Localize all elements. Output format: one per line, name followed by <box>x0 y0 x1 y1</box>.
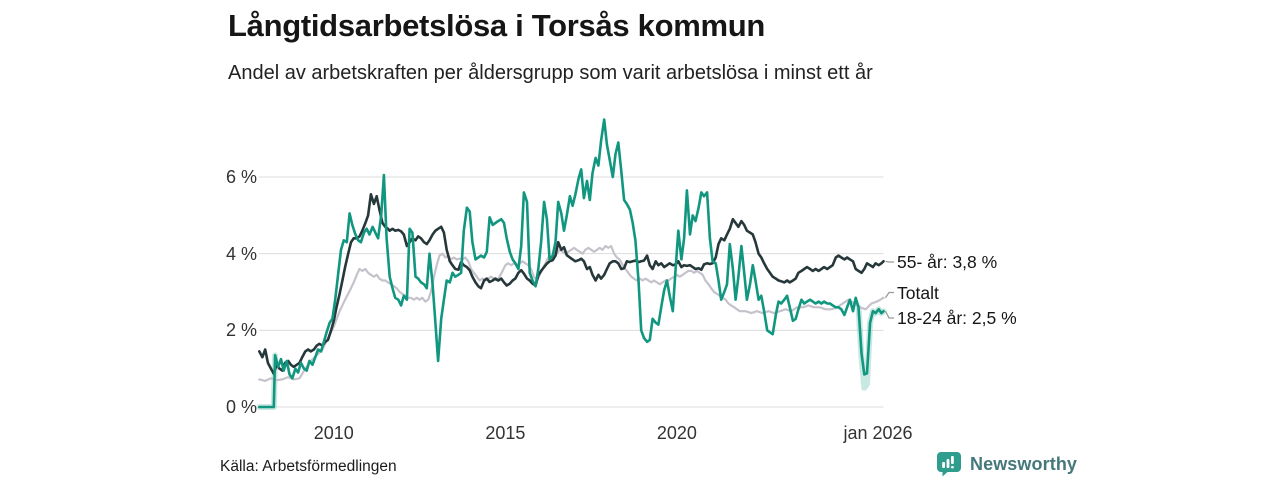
newsworthy-wordmark: Newsworthy <box>970 453 1078 474</box>
label-connector <box>884 291 894 299</box>
series-label-55: 55- år: 3,8 % <box>897 252 998 272</box>
series-line-Totalt <box>258 244 885 382</box>
series-line-18-24 år <box>257 118 885 409</box>
y-tick-label-0: 0 % <box>225 397 257 417</box>
source-note: Källa: Arbetsförmedlingen <box>220 458 397 475</box>
newsworthy-brand: Newsworthy <box>936 451 1077 477</box>
label-connector <box>885 260 894 263</box>
page-title: Långtidsarbetslösa i Torsås kommun <box>228 8 766 43</box>
newsworthy-logo-icon <box>937 452 961 477</box>
page-subtitle: Andel av arbetskraften per åldersgrupp s… <box>228 62 873 84</box>
y-tick-label-6: 6 % <box>225 167 257 188</box>
series-label-totalt: Totalt <box>897 283 939 303</box>
x-tick-label-2015: 2015 <box>485 423 526 443</box>
x-tick-label-2020: 2020 <box>656 423 697 443</box>
series-label-18-24: 18-24 år: 2,5 % <box>897 308 1017 328</box>
label-connector <box>884 310 894 319</box>
y-tick-label-2: 2 % <box>225 320 257 341</box>
y-tick-label-4: 4 % <box>225 243 257 264</box>
x-tick-label-2010: 2010 <box>313 423 354 443</box>
x-tick-label-2026: jan 2026 <box>843 423 913 443</box>
series-line-55- år <box>257 193 885 376</box>
